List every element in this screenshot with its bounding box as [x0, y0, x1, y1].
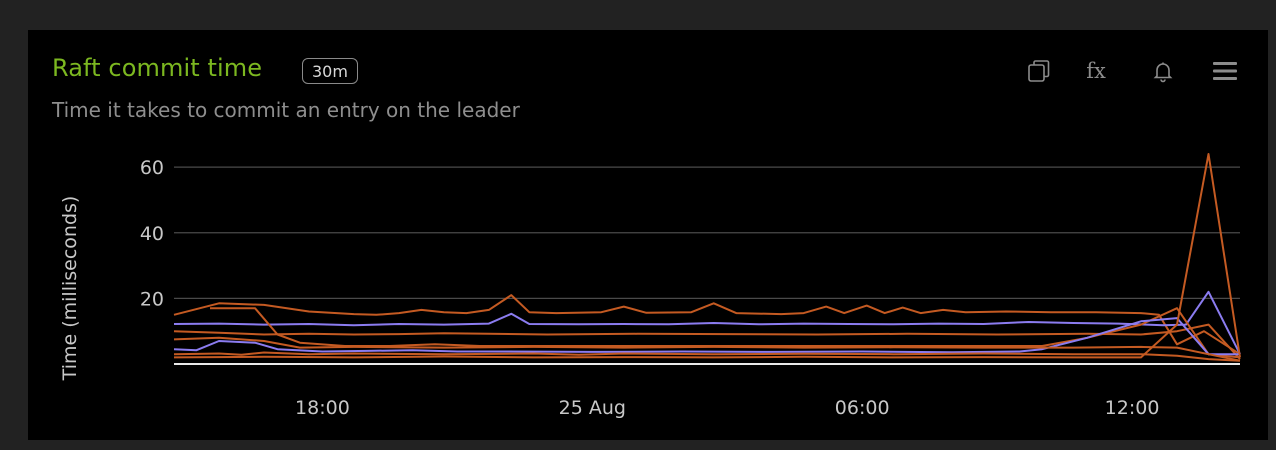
series-line-1 — [173, 294, 1241, 356]
series-line-7 — [173, 351, 1241, 362]
series-line-5 — [173, 317, 1240, 356]
series-line-3 — [210, 307, 1241, 359]
y-axis-label: Time (milliseconds) — [59, 196, 81, 382]
y-tick-label: 60 — [140, 157, 164, 179]
line-chart: 20 40 60 18:00 25 Aug 06:00 12:00 Time (milli… — [59, 153, 1241, 419]
series-line-8 — [173, 153, 1241, 359]
bell-icon[interactable] — [1148, 56, 1178, 86]
x-tick-label: 12:00 — [1105, 397, 1160, 419]
x-tick-label: 06:00 — [835, 397, 890, 419]
grid-lines — [174, 166, 1240, 365]
menu-icon[interactable] — [1210, 56, 1240, 86]
series-line-2 — [173, 290, 1241, 355]
panel-subtitle: Time it takes to commit an entry on the … — [52, 98, 520, 122]
panel-title[interactable]: Raft commit time — [52, 54, 263, 82]
time-range-badge: 30m — [302, 58, 358, 84]
x-tick-label: 25 Aug — [559, 397, 626, 419]
y-tick-label: 20 — [140, 288, 164, 310]
series-lines — [173, 153, 1241, 362]
panel-toolbar: fx — [1024, 56, 1244, 86]
y-axis-ticks: 20 40 60 — [140, 157, 164, 310]
x-axis-ticks: 18:00 25 Aug 06:00 12:00 — [295, 397, 1159, 419]
y-tick-label: 40 — [140, 223, 164, 245]
x-tick-label: 18:00 — [295, 397, 350, 419]
series-line-4 — [173, 323, 1241, 360]
fx-icon[interactable]: fx — [1086, 59, 1106, 83]
chart-panel: Raft commit time 30m Time it takes to co… — [28, 30, 1268, 440]
copy-icon[interactable] — [1024, 56, 1054, 86]
